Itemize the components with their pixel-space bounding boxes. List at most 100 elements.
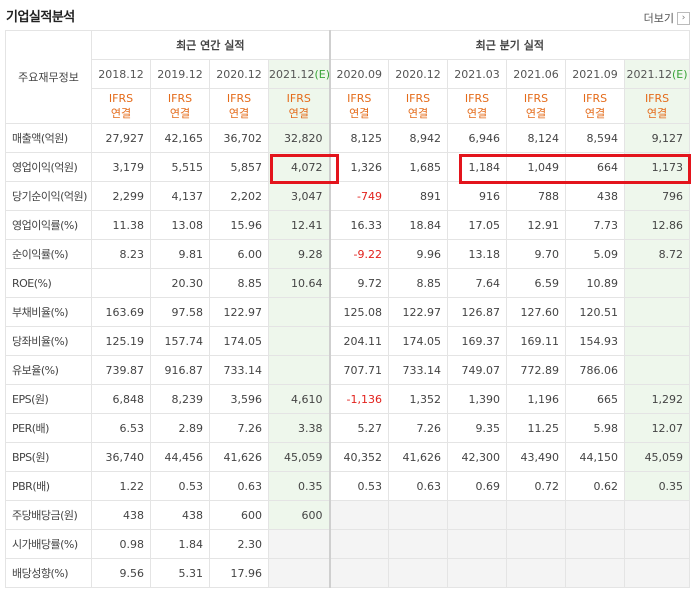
cell-quarter: 125.08 bbox=[328, 297, 390, 327]
cell-quarter: 1,352 bbox=[388, 384, 449, 414]
period-quarter: 2021.12(E) bbox=[624, 59, 691, 89]
cell-quarter: 174.05 bbox=[388, 326, 449, 356]
ifrs-cell: IFRS 연결 bbox=[150, 88, 210, 124]
cell-quarter: 8,124 bbox=[506, 123, 567, 153]
cell-quarter: 18.84 bbox=[388, 210, 449, 240]
cell-annual: 2,299 bbox=[91, 181, 151, 211]
cell-annual: 600 bbox=[267, 500, 331, 530]
cell-quarter: 796 bbox=[624, 181, 691, 211]
cell-annual: 1.22 bbox=[91, 471, 151, 501]
period-label: 2021.03 bbox=[454, 67, 500, 81]
cell-annual: 0.35 bbox=[267, 471, 331, 501]
cell-annual bbox=[267, 529, 331, 559]
cell-quarter bbox=[624, 326, 691, 356]
cell-quarter: 204.11 bbox=[328, 326, 390, 356]
cell-annual: 1.84 bbox=[150, 529, 210, 559]
row-label: 당기순이익(억원) bbox=[5, 181, 92, 211]
row-label: PBR(배) bbox=[5, 471, 92, 501]
cell-annual bbox=[91, 268, 151, 298]
cell-annual: 12.41 bbox=[267, 210, 331, 240]
cell-quarter: 7.64 bbox=[447, 268, 508, 298]
cell-annual: 7.26 bbox=[209, 413, 269, 443]
cell-annual: 125.19 bbox=[91, 326, 151, 356]
cell-quarter: 9.72 bbox=[328, 268, 390, 298]
cell-quarter bbox=[624, 297, 691, 327]
cell-quarter: 0.63 bbox=[388, 471, 449, 501]
section-title: 기업실적분석 bbox=[6, 10, 75, 25]
cell-quarter bbox=[565, 529, 626, 559]
cell-annual: 122.97 bbox=[209, 297, 269, 327]
cell-annual: 733.14 bbox=[209, 355, 269, 385]
cell-annual: 600 bbox=[209, 500, 269, 530]
ifrs-cell: IFRS 연결 bbox=[447, 88, 508, 124]
cell-quarter: 1,685 bbox=[388, 152, 449, 182]
cell-quarter bbox=[506, 529, 567, 559]
consolidated-label: 연결 bbox=[584, 107, 606, 120]
ifrs-label: IFRS bbox=[405, 92, 431, 105]
cell-annual: 5.31 bbox=[150, 558, 210, 588]
consolidated-label: 연결 bbox=[349, 107, 370, 120]
cell-annual: 4,610 bbox=[267, 384, 331, 414]
cell-quarter: 42,300 bbox=[447, 442, 508, 472]
cell-quarter: 1,292 bbox=[624, 384, 691, 414]
row-label: 당좌비율(%) bbox=[5, 326, 92, 356]
cell-quarter: 664 bbox=[565, 152, 626, 182]
cell-annual: 5,857 bbox=[209, 152, 269, 182]
cell-quarter: 665 bbox=[565, 384, 626, 414]
period-label: 2021.09 bbox=[572, 67, 618, 81]
cell-quarter bbox=[506, 500, 567, 530]
cell-annual: 2.89 bbox=[150, 413, 210, 443]
row-label: 매출액(억원) bbox=[5, 123, 92, 153]
more-link[interactable]: 더보기 › bbox=[644, 10, 690, 26]
cell-quarter bbox=[447, 529, 508, 559]
cell-annual: 15.96 bbox=[209, 210, 269, 240]
cell-quarter: 0.72 bbox=[506, 471, 567, 501]
cell-quarter: 6,946 bbox=[447, 123, 508, 153]
row-label: 배당성향(%) bbox=[5, 558, 92, 588]
ifrs-cell: IFRS 연결 bbox=[328, 88, 390, 124]
ifrs-label: IFRS bbox=[286, 92, 311, 105]
row-label: 부채비율(%) bbox=[5, 297, 92, 327]
cell-annual: 3,179 bbox=[91, 152, 151, 182]
cell-quarter bbox=[506, 558, 567, 588]
cell-annual: 13.08 bbox=[150, 210, 210, 240]
consolidated-label: 연결 bbox=[169, 107, 191, 120]
estimate-mark: (E) bbox=[672, 67, 688, 81]
table-row: ROE(%) 20.30 8.85 10.64 9.72 8.85 7.64 6.59 10.8… bbox=[5, 268, 691, 298]
cell-annual: 17.96 bbox=[209, 558, 269, 588]
cell-quarter: 154.93 bbox=[565, 326, 626, 356]
cell-quarter: 43,490 bbox=[506, 442, 567, 472]
cell-quarter bbox=[565, 500, 626, 530]
cell-quarter bbox=[565, 558, 626, 588]
cell-quarter bbox=[447, 558, 508, 588]
cell-quarter: -749 bbox=[328, 181, 390, 211]
cell-quarter: 127.60 bbox=[506, 297, 567, 327]
period-label: 2021.12 bbox=[269, 67, 315, 81]
cell-quarter: 749.07 bbox=[447, 355, 508, 385]
cell-annual bbox=[267, 297, 331, 327]
consolidated-label: 연결 bbox=[466, 107, 488, 120]
cell-annual: 2.30 bbox=[209, 529, 269, 559]
cell-quarter bbox=[624, 558, 691, 588]
consolidated-label: 연결 bbox=[407, 107, 429, 120]
cell-quarter: 786.06 bbox=[565, 355, 626, 385]
row-label: BPS(원) bbox=[5, 442, 92, 472]
cell-annual: 8.23 bbox=[91, 239, 151, 269]
cell-annual bbox=[267, 355, 331, 385]
consolidated-label: 연결 bbox=[288, 107, 309, 120]
cell-annual: 3.38 bbox=[267, 413, 331, 443]
cell-annual: 916.87 bbox=[150, 355, 210, 385]
cell-quarter: 13.18 bbox=[447, 239, 508, 269]
consolidated-label: 연결 bbox=[525, 107, 547, 120]
cell-quarter bbox=[624, 500, 691, 530]
table-row: EPS(원) 6,848 8,239 3,596 4,610 -1,136 1,352 1,3… bbox=[5, 384, 691, 414]
period-annual: 2020.12 bbox=[209, 59, 269, 89]
consolidated-label: 연결 bbox=[646, 107, 668, 120]
cell-annual: 4,072 bbox=[267, 152, 331, 182]
cell-quarter: 438 bbox=[565, 181, 626, 211]
cell-annual: 9.28 bbox=[267, 239, 331, 269]
consolidated-label: 연결 bbox=[110, 107, 132, 120]
cell-quarter: 17.05 bbox=[447, 210, 508, 240]
row-label: 영업이익(억원) bbox=[5, 152, 92, 182]
period-label: 2020.12 bbox=[395, 67, 441, 81]
